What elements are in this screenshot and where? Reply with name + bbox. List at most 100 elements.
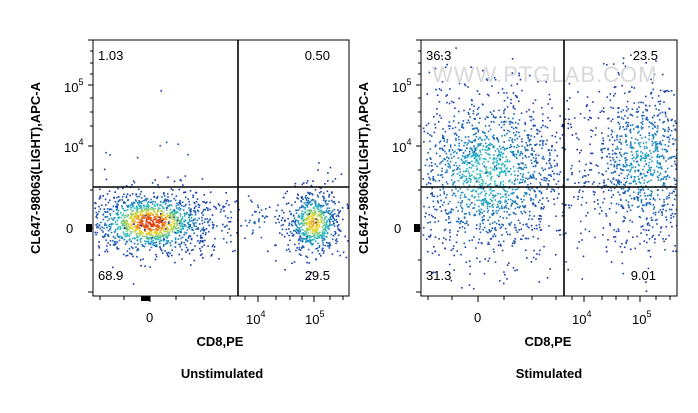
event-point bbox=[347, 205, 349, 207]
event-point bbox=[184, 231, 186, 234]
event-point bbox=[555, 183, 558, 185]
event-point bbox=[511, 199, 514, 202]
event-point bbox=[177, 143, 179, 145]
event-point bbox=[310, 221, 313, 224]
event-point bbox=[556, 155, 559, 157]
event-point bbox=[183, 213, 186, 215]
event-point bbox=[134, 215, 136, 218]
event-point bbox=[528, 210, 531, 213]
event-point bbox=[124, 223, 127, 225]
event-point bbox=[518, 229, 520, 231]
event-point bbox=[117, 187, 119, 190]
event-point bbox=[661, 214, 663, 216]
event-point bbox=[535, 143, 538, 146]
event-point bbox=[174, 228, 177, 230]
event-point bbox=[143, 245, 146, 248]
event-point bbox=[183, 233, 186, 236]
event-point bbox=[481, 103, 484, 106]
event-point bbox=[118, 196, 120, 198]
event-point bbox=[165, 240, 168, 242]
event-point bbox=[180, 241, 183, 243]
event-point bbox=[461, 173, 464, 176]
event-point bbox=[105, 239, 107, 241]
event-point bbox=[347, 240, 349, 242]
event-point bbox=[461, 208, 464, 210]
event-point bbox=[503, 141, 505, 143]
event-point bbox=[121, 237, 124, 239]
event-point bbox=[159, 231, 161, 233]
event-point bbox=[324, 244, 327, 247]
event-point bbox=[492, 162, 494, 165]
event-point bbox=[126, 215, 128, 218]
event-point bbox=[674, 160, 676, 163]
event-point bbox=[484, 118, 487, 120]
event-point bbox=[489, 223, 491, 225]
event-point bbox=[475, 135, 478, 138]
event-point bbox=[191, 213, 193, 216]
event-point bbox=[556, 173, 558, 175]
event-point bbox=[645, 118, 648, 120]
y-axis bbox=[416, 39, 421, 293]
event-point bbox=[448, 102, 451, 105]
event-point bbox=[327, 203, 329, 205]
event-point bbox=[132, 247, 134, 249]
event-point bbox=[132, 227, 134, 230]
event-point bbox=[494, 227, 497, 229]
event-point bbox=[135, 246, 137, 248]
event-point bbox=[306, 206, 309, 208]
event-point bbox=[327, 212, 330, 215]
event-point bbox=[473, 151, 476, 153]
event-point bbox=[199, 240, 202, 242]
event-point bbox=[622, 118, 625, 120]
event-point bbox=[504, 164, 506, 166]
event-point bbox=[294, 219, 297, 221]
event-point bbox=[442, 137, 444, 140]
event-point bbox=[441, 242, 444, 244]
event-point bbox=[610, 133, 613, 136]
event-point bbox=[202, 226, 205, 229]
event-point bbox=[219, 211, 222, 213]
event-point bbox=[116, 196, 118, 199]
event-point bbox=[505, 92, 508, 94]
event-point bbox=[500, 201, 502, 203]
event-point bbox=[202, 257, 204, 259]
event-point bbox=[326, 190, 329, 193]
event-point bbox=[604, 147, 606, 150]
event-point bbox=[533, 170, 536, 173]
event-point bbox=[136, 209, 139, 212]
event-point bbox=[497, 192, 499, 195]
event-point bbox=[150, 246, 153, 249]
event-point bbox=[166, 231, 169, 234]
event-point bbox=[485, 158, 487, 161]
event-point bbox=[497, 201, 500, 203]
event-point bbox=[435, 152, 438, 155]
event-point bbox=[453, 254, 456, 257]
event-point bbox=[662, 178, 665, 180]
event-point bbox=[152, 218, 155, 221]
event-point bbox=[143, 204, 145, 207]
event-point bbox=[465, 159, 467, 162]
event-point bbox=[657, 162, 660, 165]
event-point bbox=[101, 204, 103, 206]
event-point bbox=[465, 261, 468, 264]
event-point bbox=[134, 220, 136, 222]
event-point bbox=[475, 152, 478, 155]
event-point bbox=[463, 141, 466, 144]
event-point bbox=[532, 157, 535, 159]
event-point bbox=[571, 173, 573, 176]
event-point bbox=[440, 89, 443, 92]
event-point bbox=[314, 222, 316, 224]
event-point bbox=[309, 241, 312, 243]
event-point bbox=[251, 214, 254, 216]
event-point bbox=[479, 149, 481, 152]
event-point bbox=[306, 197, 309, 199]
event-point bbox=[585, 175, 587, 177]
event-point bbox=[126, 204, 128, 207]
event-point bbox=[607, 135, 610, 137]
event-point bbox=[258, 211, 261, 214]
event-point bbox=[526, 223, 528, 225]
event-point bbox=[577, 195, 579, 198]
event-point bbox=[160, 90, 162, 92]
event-point bbox=[515, 127, 518, 129]
event-point bbox=[145, 211, 148, 213]
